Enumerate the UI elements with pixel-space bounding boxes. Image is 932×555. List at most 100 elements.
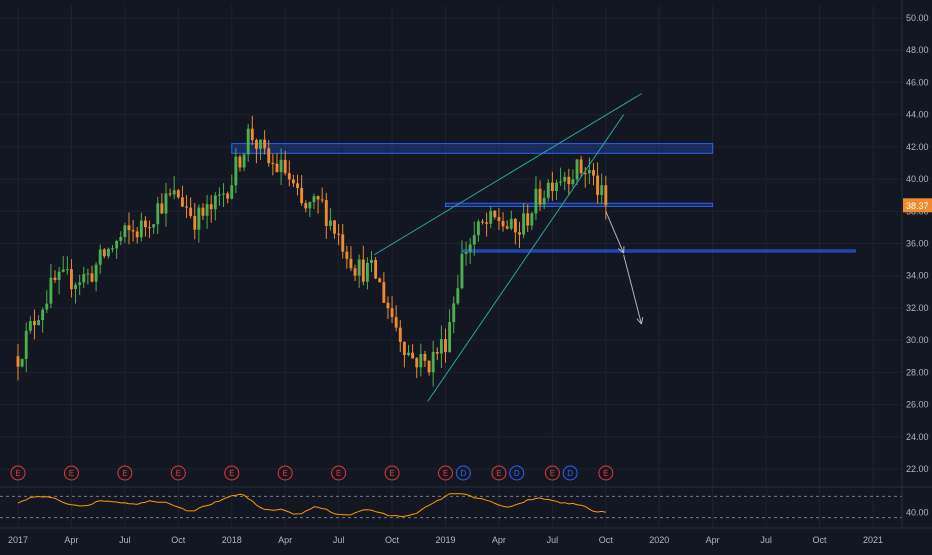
candle-body — [206, 204, 209, 216]
candle-body — [580, 159, 583, 173]
support-resistance-zone — [232, 144, 713, 154]
candle-body — [325, 200, 328, 226]
candle-body — [481, 222, 484, 223]
candle-body — [304, 203, 307, 208]
candle-body — [374, 260, 377, 278]
rsi-pane: 40.00 — [0, 487, 932, 518]
time-tick-label: Apr — [492, 535, 506, 545]
candle-body — [193, 216, 196, 230]
candle-body — [362, 260, 365, 282]
time-tick-label: Apr — [706, 535, 720, 545]
candle-body — [539, 189, 542, 205]
candle-body — [66, 269, 69, 270]
candle-body — [284, 160, 287, 173]
candle-body — [424, 354, 427, 361]
last-price-label: 38.37 — [906, 201, 929, 211]
candle-body — [107, 249, 110, 256]
candle-body — [419, 354, 422, 367]
candle-body — [493, 211, 496, 217]
candle-body — [436, 352, 439, 354]
candle-body — [181, 197, 184, 206]
candle-body — [497, 217, 500, 221]
candle-body — [600, 185, 603, 195]
candle-body — [321, 199, 324, 200]
candle-body — [21, 359, 24, 367]
time-tick-label: 2019 — [435, 535, 455, 545]
time-tick-label: Oct — [813, 535, 828, 545]
candle-body — [243, 154, 246, 167]
candle-body — [518, 232, 521, 234]
candle-body — [432, 352, 435, 372]
candle-body — [555, 183, 558, 191]
event-marker-label: E — [336, 469, 341, 478]
event-marker-label: D — [514, 469, 520, 478]
candle-body — [86, 273, 89, 274]
candle-body — [510, 219, 513, 229]
candle-body — [337, 234, 340, 235]
candle-body — [317, 196, 320, 199]
arrows — [606, 211, 643, 324]
price-tick-label: 34.00 — [906, 271, 929, 281]
event-marker-label: D — [460, 469, 466, 478]
time-tick-label: 2017 — [8, 535, 28, 545]
candle-body — [444, 339, 447, 352]
candle-body — [502, 221, 505, 226]
price-tick-label: 32.00 — [906, 303, 929, 313]
price-tick-label: 30.00 — [906, 335, 929, 345]
candle-body — [378, 278, 381, 282]
candle-body — [522, 213, 525, 234]
candle-body — [506, 226, 509, 228]
candle-body — [259, 140, 262, 149]
candle-body — [382, 282, 385, 302]
candle-body — [296, 183, 299, 188]
candle-body — [251, 129, 254, 140]
candle-body — [551, 183, 554, 191]
zones — [232, 144, 855, 252]
candle-body — [313, 196, 316, 202]
candle-body — [111, 248, 114, 249]
candle-body — [123, 225, 126, 237]
candle-body — [440, 339, 443, 354]
event-marker-label: E — [283, 469, 288, 478]
time-tick-label: Jul — [760, 535, 772, 545]
candle-body — [156, 203, 159, 224]
candle-body — [411, 353, 414, 359]
candle-body — [218, 195, 221, 196]
candle-body — [234, 157, 237, 186]
candle-body — [29, 321, 32, 331]
price-tick-label: 36.00 — [906, 239, 929, 249]
candle-body — [210, 204, 213, 209]
candle-body — [465, 252, 468, 254]
candle-body — [267, 148, 270, 163]
candle-body — [230, 185, 233, 198]
event-marker-label: E — [389, 469, 394, 478]
event-marker-label: D — [567, 469, 573, 478]
candle-body — [547, 183, 550, 198]
projection-arrow — [606, 211, 624, 253]
candle-body — [214, 195, 217, 209]
candle-body — [119, 237, 122, 241]
candle-body — [99, 249, 102, 264]
candle-body — [530, 213, 533, 225]
event-marker-label: E — [229, 469, 234, 478]
candle-body — [514, 219, 517, 232]
candle-body — [366, 263, 369, 282]
candle-body — [45, 304, 48, 310]
candle-body — [128, 225, 131, 230]
candle-body — [592, 170, 595, 176]
candle-body — [49, 278, 52, 304]
event-marker-label: E — [122, 469, 127, 478]
event-marker-label: E — [15, 469, 20, 478]
candle-body — [333, 220, 336, 233]
candle-body — [160, 203, 163, 213]
time-tick-label: Apr — [64, 535, 78, 545]
price-axis[interactable]: 22.0024.0026.0028.0030.0032.0034.0036.00… — [902, 0, 932, 527]
candle-body — [345, 252, 348, 259]
candle-body — [567, 177, 570, 184]
candle-body — [255, 140, 258, 149]
candle-body — [448, 322, 451, 352]
support-resistance-zone — [446, 203, 713, 206]
